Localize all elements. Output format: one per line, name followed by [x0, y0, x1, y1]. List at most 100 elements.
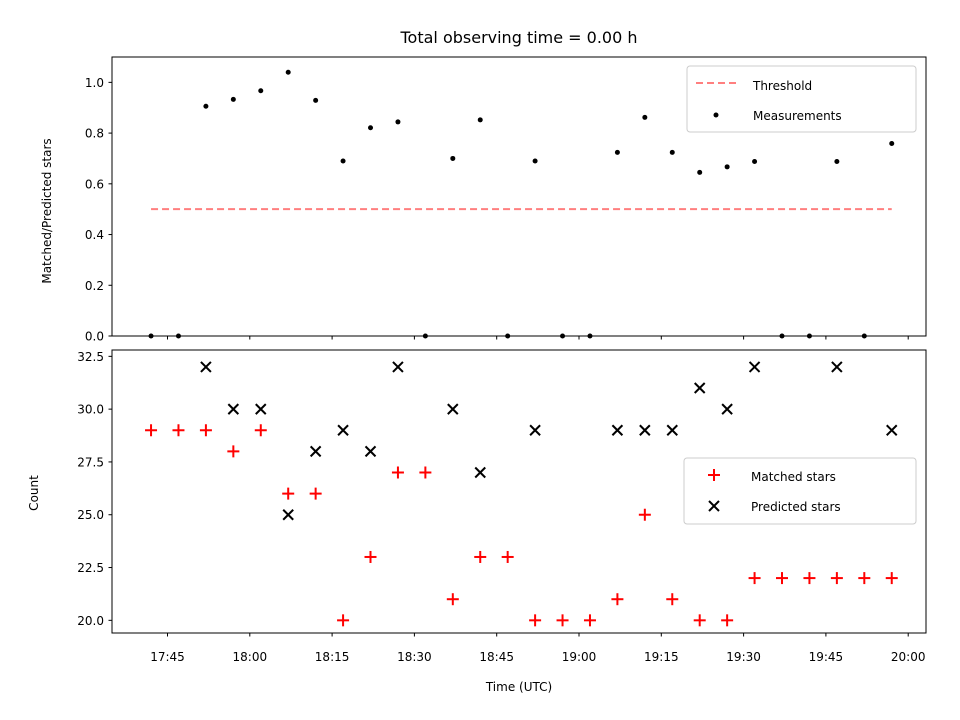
matched-star-point [309, 487, 322, 500]
matched-star-point [446, 593, 459, 606]
predicted-star-point [337, 424, 349, 436]
measurement-point [669, 149, 675, 155]
measurement-point [203, 103, 209, 109]
matched-star-point [748, 572, 761, 585]
x-tick-label: 18:45 [479, 650, 514, 664]
matched-star-point [583, 614, 596, 627]
matched-star-point [474, 550, 487, 563]
measurement-point [395, 119, 401, 125]
predicted-star-point [529, 424, 541, 436]
legend-matched-label: Matched stars [751, 470, 836, 484]
bottom-legend: Matched stars Predicted stars [683, 457, 917, 525]
matched-star-point [172, 424, 185, 437]
matched-star-point [145, 424, 158, 437]
top-legend: Threshold Measurements [686, 65, 917, 133]
measurement-point [532, 158, 538, 164]
predicted-star-point [309, 445, 322, 458]
matched-star-point [337, 614, 350, 627]
matched-star-point [803, 572, 816, 585]
matched-star-point [638, 508, 651, 521]
matched-star-point [666, 593, 679, 606]
y-tick-label: 1.0 [85, 76, 104, 90]
matched-star-point [721, 614, 734, 627]
measurement-point [285, 69, 291, 75]
measurement-point [340, 158, 346, 164]
measurement-point [477, 117, 483, 123]
y-tick-label: 0.0 [85, 330, 104, 344]
measurement-point [614, 149, 620, 155]
x-tick-label: 19:30 [726, 650, 761, 664]
predicted-star-point [364, 445, 377, 458]
predicted-star-point [282, 509, 294, 521]
top-plot-frame [111, 56, 927, 337]
y-tick-label: 0.8 [85, 127, 104, 141]
y-tick-label: 20.0 [77, 614, 104, 628]
predicted-star-point [639, 424, 651, 436]
bottom-y-axis: 20.0 22.5 25.0 27.5 30.0 32.5 [77, 350, 112, 628]
chart-title: Total observing time = 0.00 h [399, 28, 637, 47]
matched-star-point [501, 550, 514, 563]
matched-star-point [776, 572, 789, 585]
predicted-star-point [831, 361, 843, 373]
x-tick-label: 19:15 [644, 650, 679, 664]
matched-star-point [199, 424, 212, 437]
predicted-star-point [721, 403, 733, 415]
x-tick-label: 18:00 [233, 650, 268, 664]
predicted-star-point [666, 424, 678, 436]
matched-star-point [282, 487, 295, 500]
measurement-point [642, 114, 648, 120]
legend-predicted-label: Predicted stars [751, 500, 841, 514]
predicted-star-point [227, 403, 240, 415]
y-tick-label: 25.0 [77, 508, 104, 522]
x-tick-label: 17:45 [150, 650, 185, 664]
legend-measurements-label: Measurements [753, 109, 842, 123]
legend-threshold-label: Threshold [752, 79, 812, 93]
legend-matched-swatch [708, 469, 720, 481]
matched-star-point [419, 466, 432, 479]
y-tick-label: 27.5 [77, 455, 104, 469]
legend-predicted-swatch [708, 500, 720, 512]
matched-star-point [858, 572, 871, 585]
measurement-point [834, 158, 840, 164]
measurement-point [230, 96, 236, 102]
y-tick-label: 22.5 [77, 561, 104, 575]
predicted-star-point [392, 361, 404, 373]
matched-star-point [693, 614, 706, 627]
measurement-point [752, 158, 758, 164]
matched-star-point [254, 424, 267, 437]
predicted-star-point [255, 403, 267, 415]
matched-star-point [529, 614, 542, 627]
top-y-axis: 0.0 0.2 0.4 0.6 0.8 1.0 [85, 76, 112, 344]
x-tick-label: 20:00 [891, 650, 926, 664]
measurement-point [258, 88, 264, 94]
predicted-star-point [474, 466, 486, 479]
predicted-star-point [447, 403, 459, 415]
measurement-point [368, 125, 374, 131]
x-tick-label: 18:15 [315, 650, 350, 664]
measurement-point [450, 155, 456, 161]
matched-star-point [611, 593, 624, 606]
x-axis-label: Time (UTC) [485, 680, 552, 694]
y-tick-label: 0.6 [85, 177, 104, 191]
matched-star-point [830, 572, 843, 585]
bottom-x-axis: 17:45 18:00 18:15 18:30 18:45 19:00 19:15 19:30… [150, 633, 925, 664]
measurement-point [313, 97, 319, 103]
top-x-axis [167, 336, 909, 340]
bottom-y-axis-label: Count [27, 475, 41, 511]
predicted-star-point [886, 424, 898, 436]
measurement-point [889, 140, 895, 146]
bottom-plot-frame [111, 349, 927, 634]
matched-star-point [391, 466, 404, 479]
x-tick-label: 18:30 [397, 650, 432, 664]
matched-star-point [227, 445, 240, 458]
legend-measurements-swatch [713, 112, 719, 118]
measurement-point [697, 169, 703, 175]
x-tick-label: 19:00 [562, 650, 597, 664]
top-y-axis-label: Matched/Predicted stars [40, 138, 54, 283]
predicted-star-point [693, 382, 706, 394]
measurement-point [724, 164, 730, 170]
y-tick-label: 30.0 [77, 403, 104, 417]
matched-star-point [364, 550, 377, 563]
predicted-star-point [748, 361, 761, 373]
